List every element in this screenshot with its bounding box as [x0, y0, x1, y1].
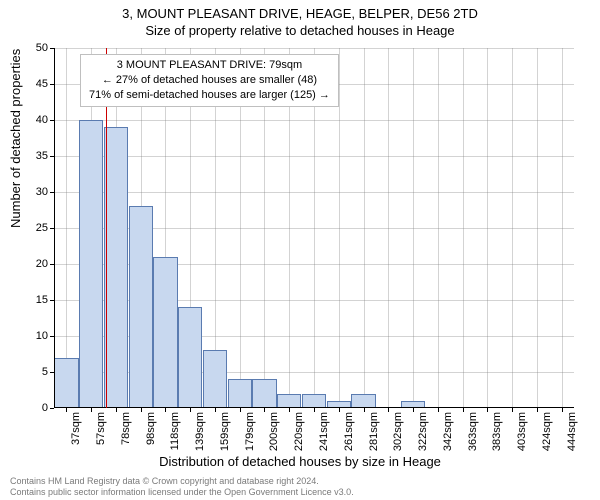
xtick-label: 159sqm [219, 412, 231, 451]
bar [54, 358, 78, 408]
xtick-label: 200sqm [268, 412, 280, 451]
bar [79, 120, 103, 408]
chart-title: 3, MOUNT PLEASANT DRIVE, HEAGE, BELPER, … [0, 0, 600, 21]
bar [104, 127, 128, 408]
xtick-label: 98sqm [145, 412, 157, 445]
xtick-mark [66, 408, 67, 412]
xtick-mark [264, 408, 265, 412]
y-axis-label: Number of detached properties [8, 49, 23, 228]
xtick-mark [562, 408, 563, 412]
gridline-v [66, 48, 67, 408]
ytick-label: 45 [36, 78, 48, 90]
gridline-v [537, 48, 538, 408]
xtick-label: 179sqm [244, 412, 256, 451]
ytick-label: 10 [36, 330, 48, 342]
xtick-mark [314, 408, 315, 412]
xtick-label: 383sqm [491, 412, 503, 451]
annotation-line: 71% of semi-detached houses are larger (… [89, 88, 330, 103]
bar [153, 257, 177, 408]
xtick-mark [413, 408, 414, 412]
gridline-v [364, 48, 365, 408]
bar [277, 394, 301, 408]
annotation-box: 3 MOUNT PLEASANT DRIVE: 79sqm ← 27% of d… [80, 54, 339, 107]
xtick-label: 139sqm [194, 412, 206, 451]
footer-line: Contains HM Land Registry data © Crown c… [10, 476, 354, 487]
footer-line: Contains public sector information licen… [10, 487, 354, 498]
xtick-mark [438, 408, 439, 412]
annotation-line: 3 MOUNT PLEASANT DRIVE: 79sqm [89, 58, 330, 73]
xtick-mark [463, 408, 464, 412]
xtick-label: 363sqm [467, 412, 479, 451]
xtick-mark [240, 408, 241, 412]
ytick-label: 5 [42, 366, 48, 378]
ytick-label: 0 [42, 402, 48, 414]
bar [252, 379, 276, 408]
xtick-mark [537, 408, 538, 412]
xtick-mark [190, 408, 191, 412]
ytick-label: 35 [36, 150, 48, 162]
chart-container: 3, MOUNT PLEASANT DRIVE, HEAGE, BELPER, … [0, 0, 600, 500]
ytick-label: 40 [36, 114, 48, 126]
xtick-label: 342sqm [442, 412, 454, 451]
gridline-v [413, 48, 414, 408]
ytick-mark [50, 408, 54, 409]
ytick-label: 30 [36, 186, 48, 198]
gridline-v [463, 48, 464, 408]
xtick-mark [289, 408, 290, 412]
xtick-label: 78sqm [120, 412, 132, 445]
plot-area: 0510152025303540455037sqm57sqm78sqm98sqm… [54, 48, 574, 408]
gridline-v [512, 48, 513, 408]
xtick-mark [388, 408, 389, 412]
xtick-label: 322sqm [417, 412, 429, 451]
xtick-mark [487, 408, 488, 412]
gridline-v [388, 48, 389, 408]
x-axis [54, 407, 574, 408]
xtick-mark [512, 408, 513, 412]
ytick-label: 50 [36, 42, 48, 54]
xtick-mark [165, 408, 166, 412]
chart-subtitle: Size of property relative to detached ho… [0, 21, 600, 38]
bar [178, 307, 202, 408]
bar [203, 350, 227, 408]
ytick-label: 15 [36, 294, 48, 306]
ytick-label: 20 [36, 258, 48, 270]
footer-attribution: Contains HM Land Registry data © Crown c… [10, 476, 354, 499]
bar [351, 394, 375, 408]
xtick-label: 118sqm [169, 412, 181, 450]
bar [129, 206, 153, 408]
xtick-label: 241sqm [318, 412, 330, 451]
x-axis-label: Distribution of detached houses by size … [0, 454, 600, 469]
xtick-mark [141, 408, 142, 412]
gridline-v [487, 48, 488, 408]
xtick-label: 444sqm [566, 412, 578, 451]
xtick-label: 261sqm [343, 412, 355, 451]
xtick-mark [364, 408, 365, 412]
xtick-mark [91, 408, 92, 412]
bar [228, 379, 252, 408]
xtick-label: 57sqm [95, 412, 107, 445]
xtick-label: 403sqm [516, 412, 528, 451]
xtick-label: 220sqm [293, 412, 305, 451]
xtick-label: 424sqm [541, 412, 553, 451]
ytick-label: 25 [36, 222, 48, 234]
bar [302, 394, 326, 408]
xtick-mark [116, 408, 117, 412]
gridline-v [562, 48, 563, 408]
xtick-mark [215, 408, 216, 412]
y-axis [54, 48, 55, 408]
xtick-label: 302sqm [392, 412, 404, 451]
xtick-label: 37sqm [70, 412, 82, 445]
xtick-mark [339, 408, 340, 412]
gridline-v [438, 48, 439, 408]
xtick-label: 281sqm [368, 412, 380, 451]
annotation-line: ← 27% of detached houses are smaller (48… [89, 73, 330, 88]
